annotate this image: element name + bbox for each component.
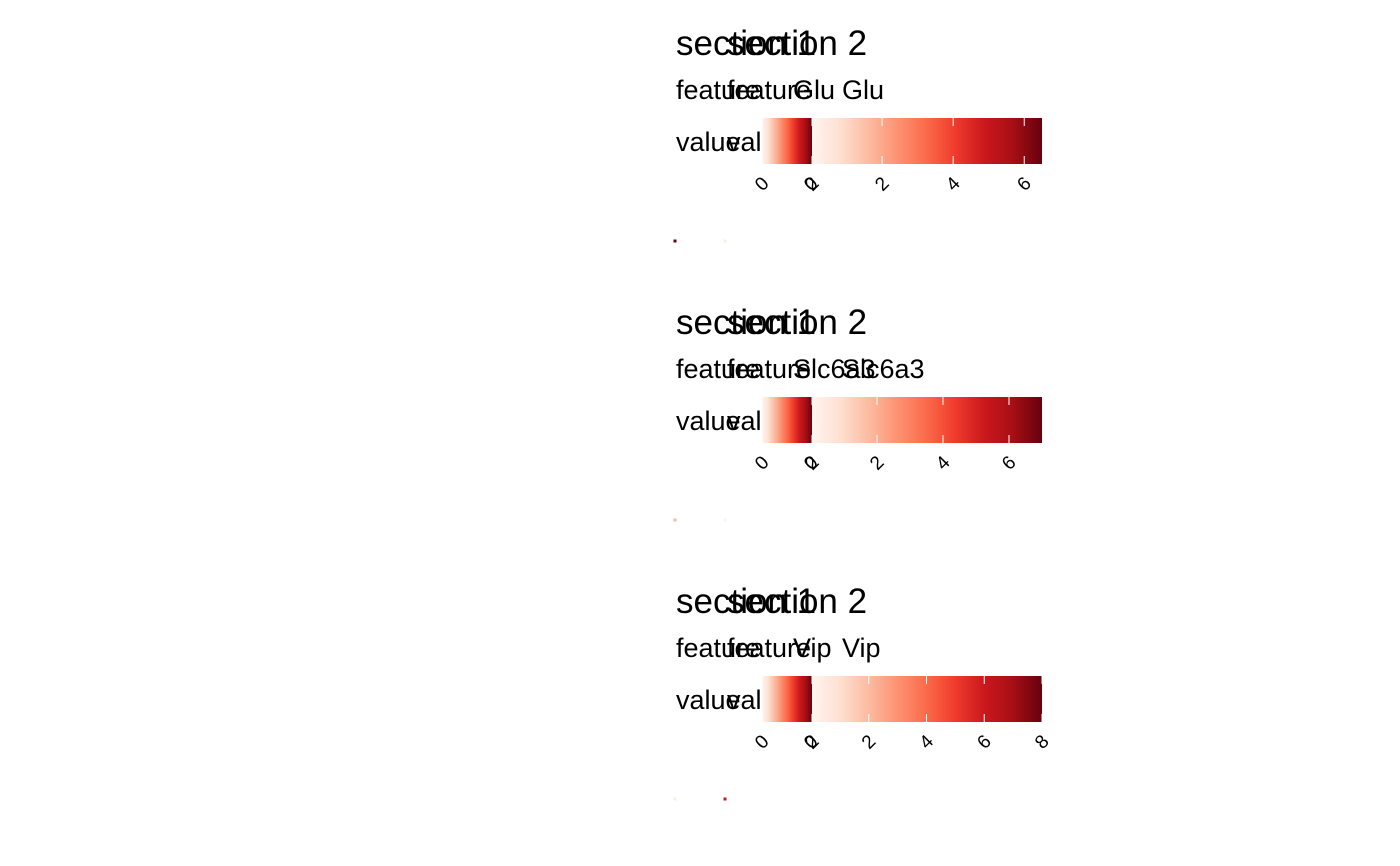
section-1-title: section 1 bbox=[676, 303, 817, 342]
section-2-feature-prefix: feature bbox=[727, 75, 812, 105]
section-2-tick-label: 4 bbox=[942, 173, 965, 196]
colorbar-area: 0 2 4 60 2 bbox=[673, 397, 1042, 522]
feature-panel-slc6a3: section 1 section 2 feature feature Slc6… bbox=[0, 279, 1400, 558]
section-1-colorbar bbox=[762, 118, 812, 164]
section-2-tick-label: 8 bbox=[1031, 731, 1053, 753]
section-1-title: section 1 bbox=[676, 582, 817, 621]
section-1-tick-label: 2 bbox=[801, 173, 823, 195]
section-2-title: section 2 bbox=[727, 24, 868, 63]
section-1-tick-label: 2 bbox=[801, 731, 823, 753]
section-2-feature-name: Vip bbox=[842, 633, 881, 663]
feature-panel-vip: section 1 section 2 feature feature Vip … bbox=[0, 558, 1400, 837]
section-1-feature-prefix: feature bbox=[676, 75, 761, 105]
section-1-feature-prefix: feature bbox=[676, 633, 761, 663]
section-1-feature-name: Vip bbox=[793, 633, 832, 663]
section-2-colorbar bbox=[811, 118, 1042, 164]
section-2-tick-label: 4 bbox=[916, 731, 939, 754]
section-2-tick-label: 2 bbox=[866, 452, 888, 474]
section-1-tick-label: 0 bbox=[751, 173, 773, 195]
section-1-feature-prefix: feature bbox=[676, 354, 761, 384]
section-1-tick-label: 0 bbox=[751, 731, 773, 753]
colorbar-area: 0 2 4 6 80 2 bbox=[673, 676, 1054, 801]
section-1-tick-label: 2 bbox=[801, 452, 823, 474]
section-2-value-point bbox=[723, 518, 727, 522]
section-2-tick-label: 2 bbox=[871, 173, 893, 195]
section-1-colorbar bbox=[762, 676, 812, 722]
section-2-tick-label: 6 bbox=[1013, 173, 1035, 195]
section-2-feature-prefix: feature bbox=[727, 633, 812, 663]
section-2-feature-name: Slc6a3 bbox=[842, 354, 925, 384]
section-1-value-label: value bbox=[676, 685, 741, 715]
section-1-value-label: value bbox=[676, 127, 741, 157]
section-1-value-point bbox=[673, 797, 677, 801]
section-2-tick-label: 6 bbox=[973, 731, 995, 753]
section-2-feature-prefix: feature bbox=[727, 354, 812, 384]
section-2-tick-label: 4 bbox=[932, 452, 955, 475]
colorbar-area: 0 2 4 60 2 bbox=[673, 118, 1042, 243]
section-2-tick-label: 6 bbox=[998, 452, 1020, 474]
section-2-title: section 2 bbox=[727, 582, 868, 621]
section-1-colorbar bbox=[762, 397, 812, 443]
section-1-value-point bbox=[673, 518, 677, 522]
section-1-value-label: value bbox=[676, 406, 741, 436]
section-1-title: section 1 bbox=[676, 24, 817, 63]
section-1-value-point bbox=[673, 239, 677, 243]
section-1-feature-name: Glu bbox=[793, 75, 836, 105]
section-2-feature-name: Glu bbox=[842, 75, 885, 105]
section-2-value-point bbox=[723, 239, 727, 243]
section-2-title: section 2 bbox=[727, 303, 868, 342]
section-1-feature-name: Slc6a3 bbox=[793, 354, 876, 384]
section-1-tick-label: 0 bbox=[751, 452, 773, 474]
feature-panel-glu: section 1 section 2 feature feature Glu … bbox=[0, 0, 1400, 279]
section-2-colorbar bbox=[811, 397, 1042, 443]
section-2-value-point bbox=[723, 797, 727, 801]
section-2-tick-label: 2 bbox=[858, 731, 880, 753]
